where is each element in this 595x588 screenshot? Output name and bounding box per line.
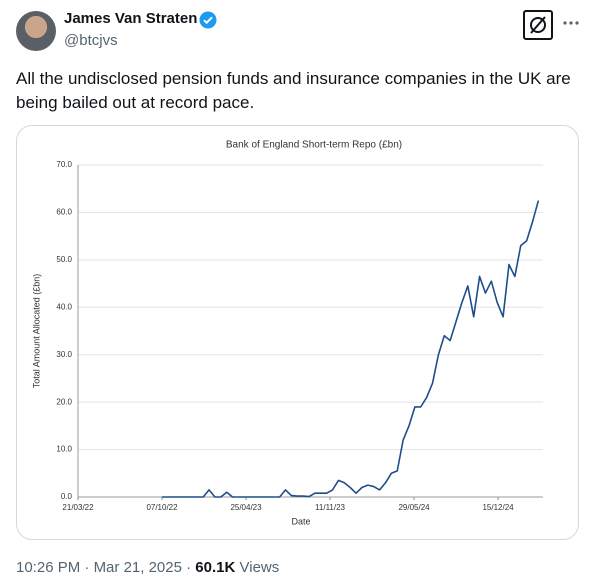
post-time[interactable]: 10:26 PM [16, 559, 81, 576]
x-tick-label: 11/11/23 [315, 503, 346, 512]
author-handle[interactable]: @btcjvs [64, 32, 118, 49]
grok-icon[interactable] [523, 10, 553, 40]
y-tick-label: 70.0 [56, 160, 72, 169]
x-tick-label: 29/05/24 [398, 503, 430, 512]
media-card[interactable] [16, 125, 579, 540]
views-count: 60.1K [195, 559, 236, 576]
x-tick-label: 25/04/23 [230, 503, 262, 512]
y-tick-label: 20.0 [56, 397, 72, 406]
y-tick-label: 60.0 [56, 208, 72, 217]
x-axis-label: Date [291, 516, 310, 526]
y-tick-label: 40.0 [56, 302, 72, 311]
y-tick-label: 0.0 [61, 492, 73, 501]
chart-title: Bank of England Short-term Repo (£bn) [226, 140, 402, 151]
more-icon[interactable] [562, 20, 580, 26]
x-tick-label: 21/03/22 [62, 503, 94, 512]
x-tick-label: 07/10/22 [146, 503, 178, 512]
y-tick-label: 30.0 [56, 350, 72, 359]
post-text: All the undisclosed pension funds and in… [16, 69, 571, 112]
x-tick-label: 15/12/24 [482, 503, 514, 512]
y-tick-label: 50.0 [56, 255, 72, 264]
avatar[interactable] [16, 11, 56, 51]
views-label: Views [239, 559, 280, 576]
post-meta: 10:26 PM · Mar 21, 2025 · 60.1K Views [16, 559, 280, 576]
post-date[interactable]: Mar 21, 2025 [93, 559, 182, 576]
data-line [162, 200, 540, 498]
author-name[interactable]: James Van Straten [64, 10, 198, 27]
y-axis-label: Total Amount Allocated (£bn) [31, 274, 41, 389]
verified-badge [199, 11, 217, 29]
y-tick-label: 10.0 [56, 445, 72, 454]
